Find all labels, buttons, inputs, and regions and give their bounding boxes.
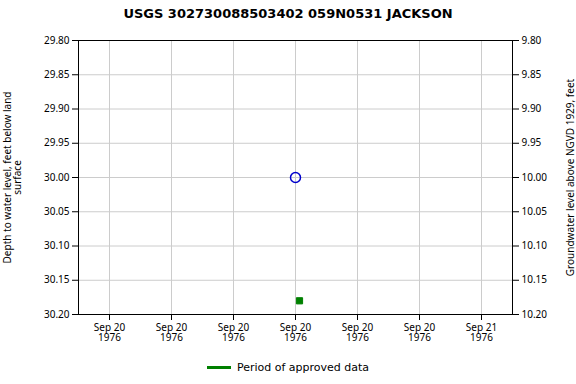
svg-text:30.10: 30.10 xyxy=(44,238,70,252)
svg-text:10.15: 10.15 xyxy=(522,272,548,286)
svg-text:30.00: 30.00 xyxy=(44,170,70,184)
svg-text:9.95: 9.95 xyxy=(522,135,542,149)
svg-text:10.20: 10.20 xyxy=(522,307,548,321)
html-text:Period of approved data: Period of approved data xyxy=(236,360,370,374)
svg-text:Groundwater level above NGVD 1: Groundwater level above NGVD 1929, feet xyxy=(563,78,576,276)
svg-text:9.90: 9.90 xyxy=(522,101,542,115)
svg-text:9.85: 9.85 xyxy=(522,67,542,81)
svg-text:Sep 201976: Sep 201976 xyxy=(280,320,312,344)
svg-text:29.95: 29.95 xyxy=(44,135,70,149)
svg-text:30.15: 30.15 xyxy=(44,272,70,286)
svg-text:29.85: 29.85 xyxy=(44,67,70,81)
svg-text:10.10: 10.10 xyxy=(522,238,548,252)
svg-text:Sep 201976: Sep 201976 xyxy=(156,320,188,344)
svg-text:10.05: 10.05 xyxy=(522,204,548,218)
svg-text:29.90: 29.90 xyxy=(44,101,70,115)
svg-text:30.05: 30.05 xyxy=(44,204,70,218)
svg-text:30.20: 30.20 xyxy=(44,307,70,321)
svg-text:Sep 201976: Sep 201976 xyxy=(404,320,436,344)
svg-text:29.80: 29.80 xyxy=(44,33,70,47)
html-text:USGS 302730088503402 059N0531: USGS 302730088503402 059N0531 JACKSON xyxy=(123,6,453,21)
svg-text:Sep 201976: Sep 201976 xyxy=(218,320,250,344)
svg-text:10.00: 10.00 xyxy=(522,170,548,184)
svg-text:9.80: 9.80 xyxy=(522,33,542,47)
svg-text:Sep 201976: Sep 201976 xyxy=(94,320,126,344)
svg-text:Depth to water level, feet bel: Depth to water level, feet below landsur… xyxy=(0,92,24,264)
svg-text:Sep 201976: Sep 201976 xyxy=(342,320,374,344)
svg-text:Sep 211976: Sep 211976 xyxy=(466,320,497,344)
